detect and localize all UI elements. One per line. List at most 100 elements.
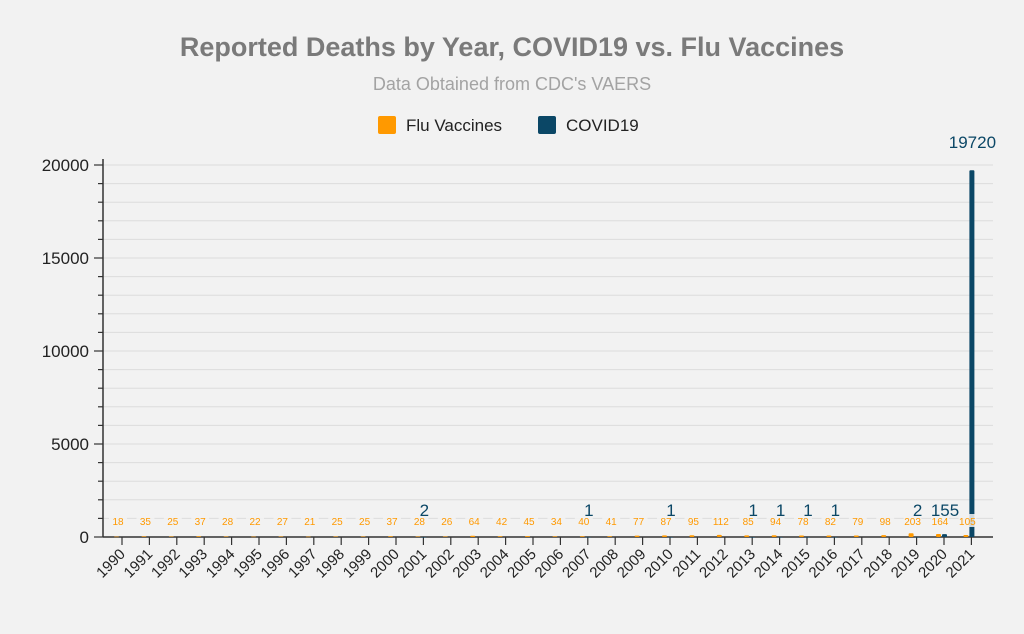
data-label-flu-vaccines: 28 xyxy=(414,517,426,528)
data-label-bg xyxy=(163,514,182,527)
x-tick-label: 2002 xyxy=(422,546,458,582)
data-label-bg xyxy=(684,514,703,527)
data-label-covid19: 155 xyxy=(931,501,959,520)
data-label-bg xyxy=(465,514,484,527)
data-label-flu-vaccines: 42 xyxy=(496,517,508,528)
data-label-bg xyxy=(848,514,867,527)
x-tick-label: 2006 xyxy=(532,546,568,582)
data-label-flu-vaccines: 41 xyxy=(606,517,618,528)
data-label-flu-vaccines: 94 xyxy=(770,517,782,528)
data-label-bg xyxy=(821,514,840,527)
bar-covid19 xyxy=(942,534,947,537)
x-tick-label: 2019 xyxy=(888,546,924,582)
data-label-bg xyxy=(931,514,949,527)
x-tick-label: 2007 xyxy=(559,546,595,582)
data-label-bg xyxy=(547,514,566,527)
data-label-bg xyxy=(383,514,401,527)
bar-flu-vaccines xyxy=(333,536,339,538)
data-label-bg xyxy=(766,514,785,527)
bar-covid19 xyxy=(585,536,591,538)
bar-flu-vaccines xyxy=(552,536,558,537)
data-label-bg xyxy=(492,514,511,527)
bar-flu-vaccines xyxy=(826,535,832,537)
data-label-bg xyxy=(794,514,812,527)
bar-flu-vaccines xyxy=(278,536,284,537)
x-tick-label: 2020 xyxy=(915,546,951,582)
bar-flu-vaccines xyxy=(579,536,585,537)
data-label-flu-vaccines: 85 xyxy=(743,517,755,528)
bar-flu-vaccines xyxy=(799,535,804,537)
y-tick-label: 20000 xyxy=(42,156,89,175)
gridlines xyxy=(103,164,993,519)
y-tick-label: 15000 xyxy=(42,249,89,268)
chart-subtitle: Data Obtained from CDC's VAERS xyxy=(373,74,651,94)
data-label-covid19: 2 xyxy=(913,501,922,520)
data-label-bg xyxy=(958,514,977,527)
bar-flu-vaccines xyxy=(442,536,448,538)
bar-covid19 xyxy=(832,536,838,538)
data-label-bg xyxy=(355,514,374,527)
x-tick-label: 1990 xyxy=(93,546,129,582)
data-label-flu-vaccines: 28 xyxy=(222,517,234,528)
y-tick-label: 10000 xyxy=(42,342,89,361)
data-label-bg xyxy=(876,514,895,527)
data-label-flu-vaccines: 40 xyxy=(578,517,590,528)
data-label-flu-vaccines: 18 xyxy=(112,517,124,528)
bar-flu-vaccines xyxy=(114,536,119,538)
bar-flu-vaccines xyxy=(771,535,777,537)
data-label-flu-vaccines: 25 xyxy=(359,517,371,528)
bar-flu-vaccines xyxy=(881,535,887,537)
bar-flu-vaccines xyxy=(251,536,256,538)
x-tick-label: 2003 xyxy=(449,546,485,582)
data-label-bg xyxy=(191,514,210,527)
data-label-bg xyxy=(629,514,648,527)
data-label-flu-vaccines: 25 xyxy=(167,517,179,528)
bar-flu-vaccines xyxy=(662,535,667,537)
data-label-bg xyxy=(328,514,347,527)
bar-covid19 xyxy=(805,536,810,538)
x-tick-label: 2005 xyxy=(504,546,540,582)
data-label-covid19: 1 xyxy=(776,501,785,520)
data-label-flu-vaccines: 25 xyxy=(332,517,344,528)
data-label-flu-vaccines: 37 xyxy=(195,517,207,528)
bar-covid19 xyxy=(969,170,975,537)
bar-flu-vaccines xyxy=(744,535,750,537)
y-tick-label: 0 xyxy=(80,528,89,547)
x-tick-label: 1992 xyxy=(148,546,184,582)
data-label-flu-vaccines: 77 xyxy=(633,517,645,528)
bars xyxy=(114,170,975,538)
x-tick-label: 1996 xyxy=(258,546,294,582)
bar-flu-vaccines xyxy=(388,536,393,537)
bar-flu-vaccines xyxy=(470,535,476,537)
x-tick-label: 2008 xyxy=(586,546,622,582)
bar-flu-vaccines xyxy=(415,536,421,537)
x-tick-label: 2010 xyxy=(641,546,677,582)
bar-covid19 xyxy=(777,536,783,538)
data-label-bg xyxy=(574,514,593,527)
data-label-flu-vaccines: 27 xyxy=(277,517,289,528)
data-label-flu-vaccines: 21 xyxy=(304,517,316,528)
bar-flu-vaccines xyxy=(716,534,722,537)
data-label-bg xyxy=(109,514,127,527)
bar-covid19 xyxy=(750,536,756,538)
x-tick-label: 2018 xyxy=(860,546,896,582)
data-label-flu-vaccines: 82 xyxy=(825,517,837,528)
bar-flu-vaccines xyxy=(936,533,941,537)
x-tick-label: 2000 xyxy=(367,546,403,582)
data-label-flu-vaccines: 87 xyxy=(660,517,672,528)
legend-swatch xyxy=(378,116,396,134)
bar-flu-vaccines xyxy=(634,535,640,537)
legend-label: Flu Vaccines xyxy=(406,116,502,135)
legend-label: COVID19 xyxy=(566,116,639,135)
x-tick-label: 2013 xyxy=(723,546,759,582)
bar-flu-vaccines xyxy=(305,536,311,538)
data-label-flu-vaccines: 45 xyxy=(523,517,535,528)
data-label-flu-vaccines: 37 xyxy=(386,517,398,528)
bar-flu-vaccines xyxy=(141,536,147,537)
data-label-flu-vaccines: 112 xyxy=(713,517,729,528)
data-label-flu-vaccines: 95 xyxy=(688,517,700,528)
bar-flu-vaccines xyxy=(525,536,530,537)
x-tick-label: 2011 xyxy=(669,546,704,581)
